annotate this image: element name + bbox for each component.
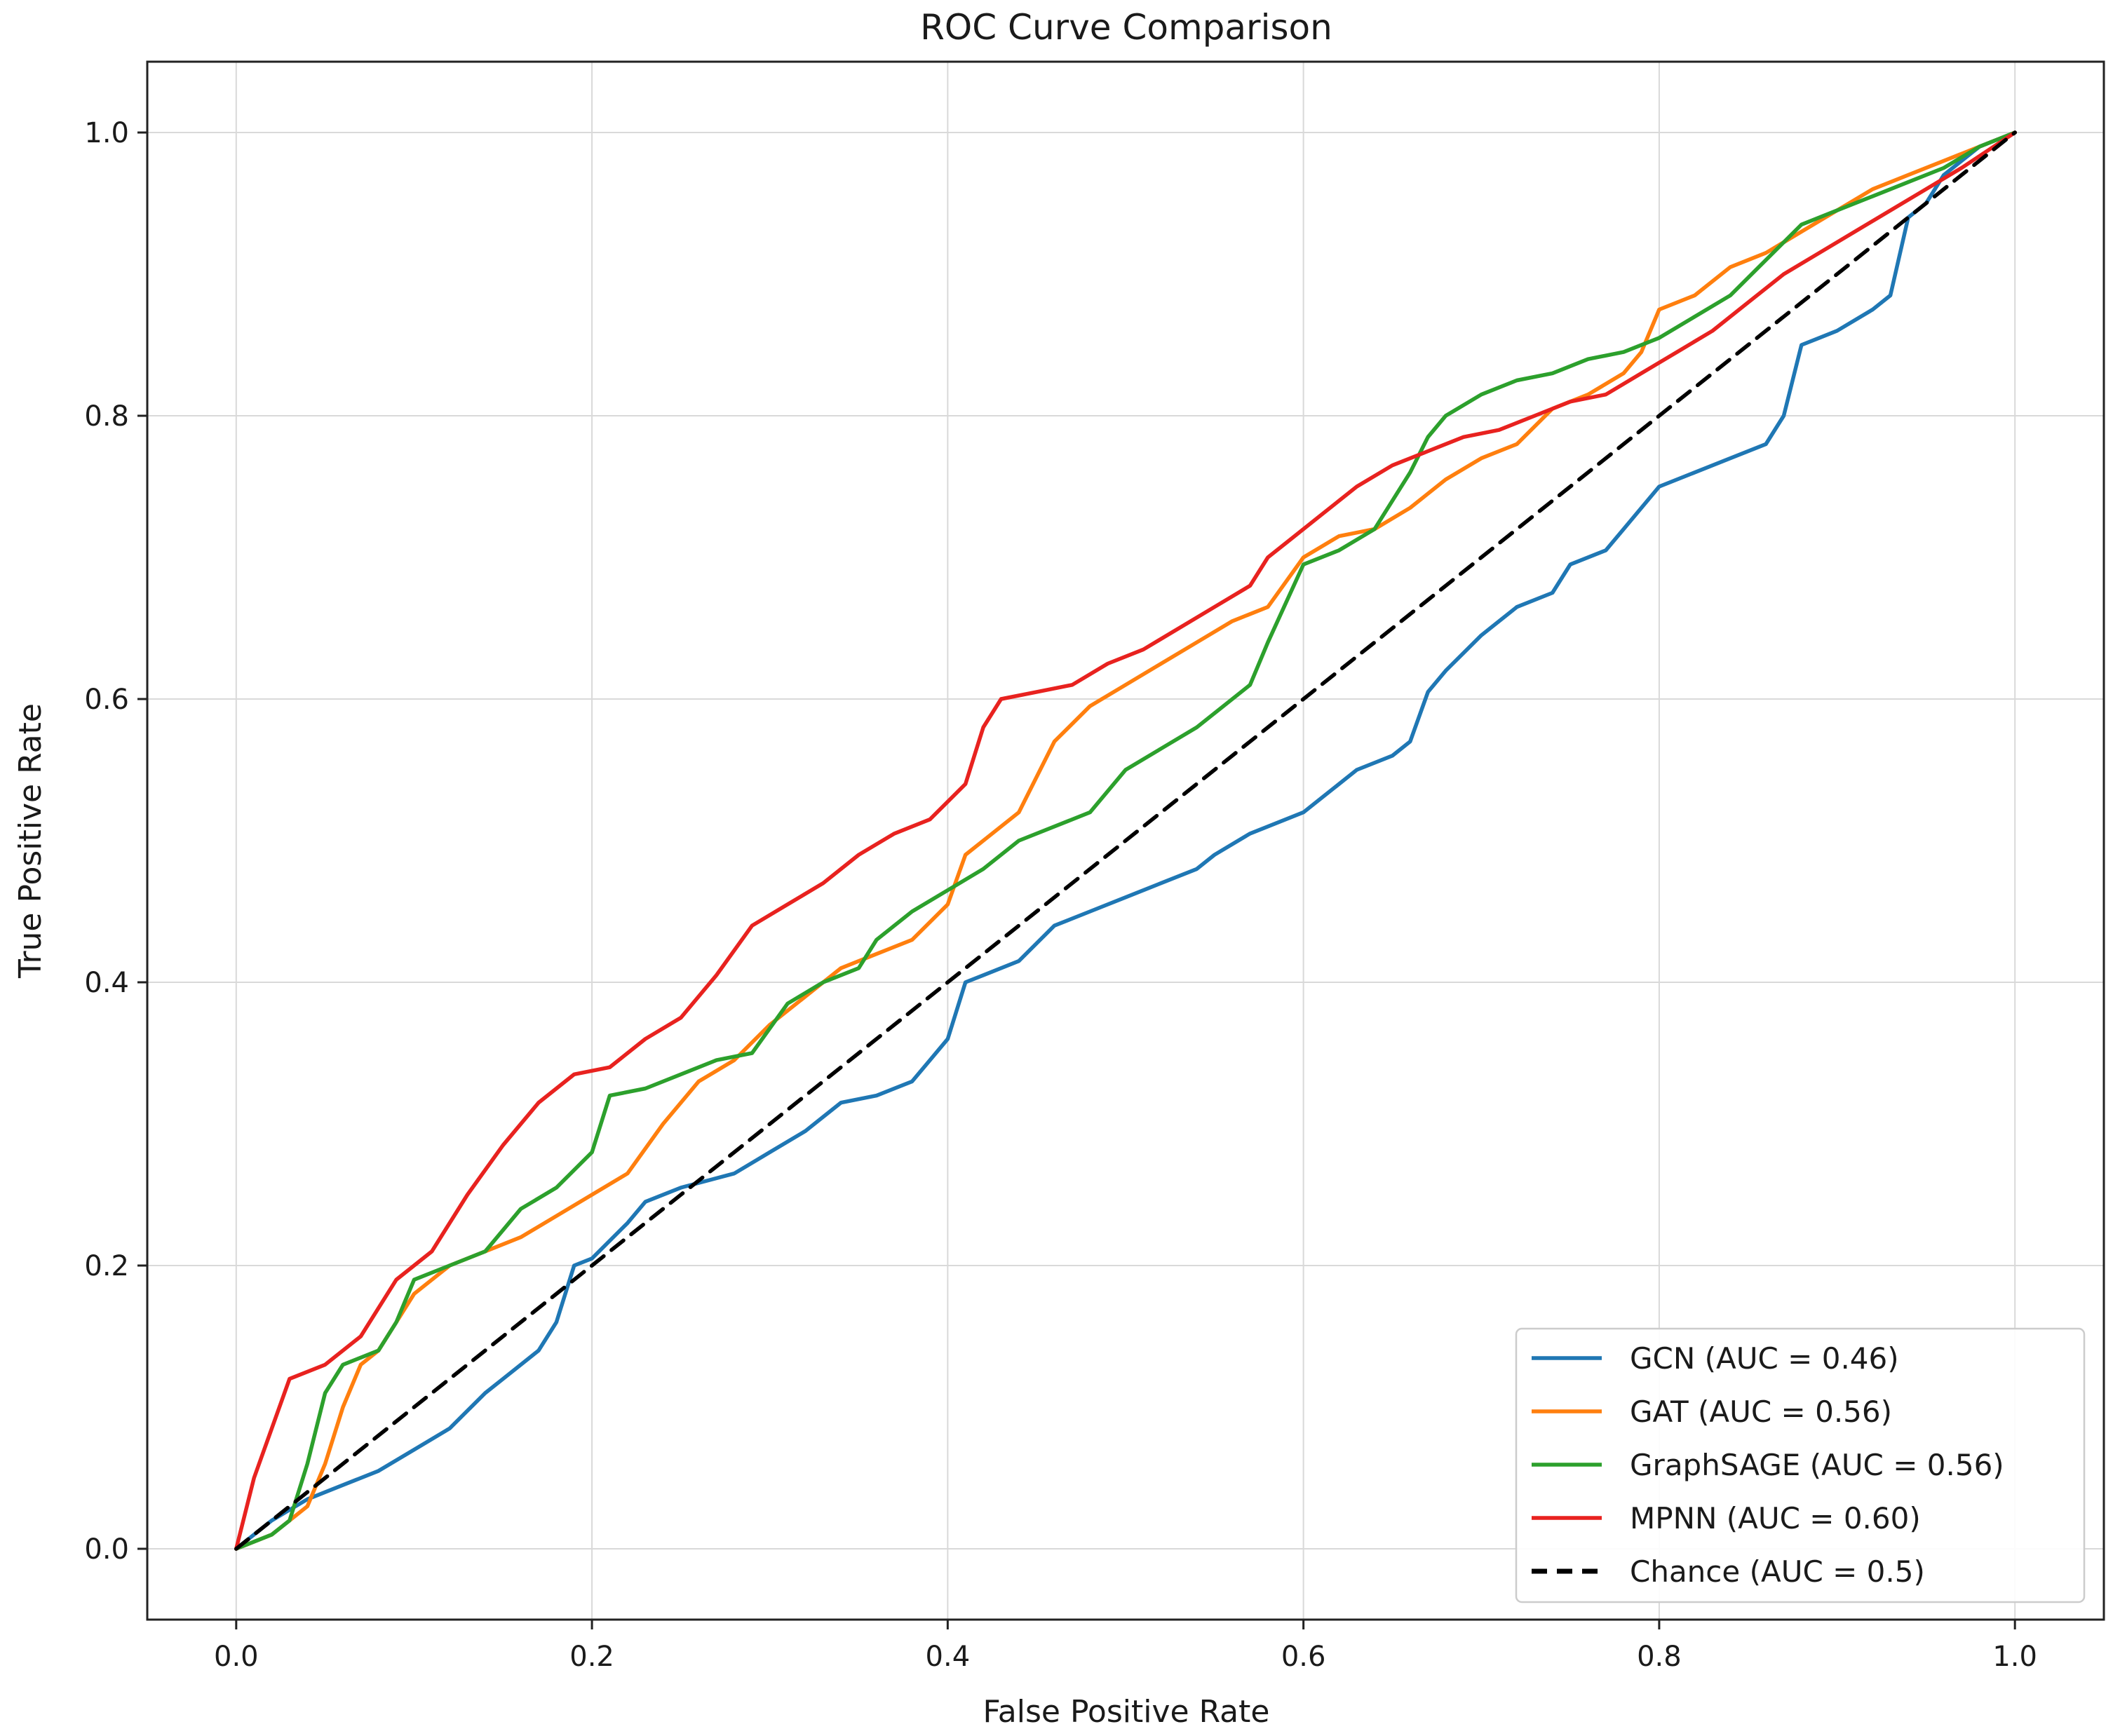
x-tick-label: 0.2 [569, 1641, 614, 1673]
y-tick-label: 0.8 [84, 400, 129, 433]
y-tick-label: 0.2 [84, 1250, 129, 1282]
chart-title: ROC Curve Comparison [920, 7, 1332, 48]
legend-label-gcn: GCN (AUC = 0.46) [1630, 1341, 1899, 1376]
y-tick-label: 1.0 [84, 117, 129, 149]
legend-box [1515, 1327, 2086, 1603]
y-tick-label: 0.6 [84, 684, 129, 716]
legend: GCN (AUC = 0.46) GAT (AUC = 0.56) GraphSAG… [1515, 1327, 2086, 1603]
series-line-chance [234, 130, 2017, 1551]
legend-label-mpnn: MPNN (AUC = 0.60) [1630, 1501, 1921, 1535]
y-tick-label: 0.4 [84, 967, 129, 999]
series-line-graphsage [234, 130, 2017, 1551]
x-tick-label: 0.8 [1637, 1641, 1682, 1673]
series-line-gcn [234, 130, 2017, 1551]
axes-frame [146, 60, 2105, 1621]
grid-layer [147, 62, 2104, 1620]
x-tick-label: 1.0 [1992, 1641, 2037, 1673]
x-tick-label: 0.6 [1281, 1641, 1326, 1673]
series-layer [234, 130, 2017, 1551]
legend-label-graphsage: GraphSAGE (AUC = 0.56) [1630, 1448, 2004, 1482]
x-tick-label: 0.4 [926, 1641, 971, 1673]
y-tick-label: 0.0 [84, 1533, 129, 1566]
x-tick-label: 0.0 [214, 1641, 259, 1673]
series-line-mpnn [234, 130, 2017, 1551]
legend-label-gat: GAT (AUC = 0.56) [1630, 1395, 1892, 1429]
legend-label-chance: Chance (AUC = 0.5) [1630, 1554, 1925, 1589]
x-axis-label: False Positive Rate [983, 1694, 1270, 1730]
y-axis-label: True Positive Rate [13, 703, 48, 979]
tick-layer: 0.0 0.2 0.4 0.6 0.8 1.0 0.0 0.2 0.4 0.6 0.8 1.0 [84, 117, 2037, 1673]
